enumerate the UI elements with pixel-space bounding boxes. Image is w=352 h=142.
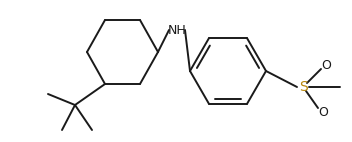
Text: O: O — [318, 106, 328, 119]
Text: S: S — [298, 80, 307, 94]
Text: NH: NH — [168, 23, 186, 36]
Text: O: O — [321, 59, 331, 72]
